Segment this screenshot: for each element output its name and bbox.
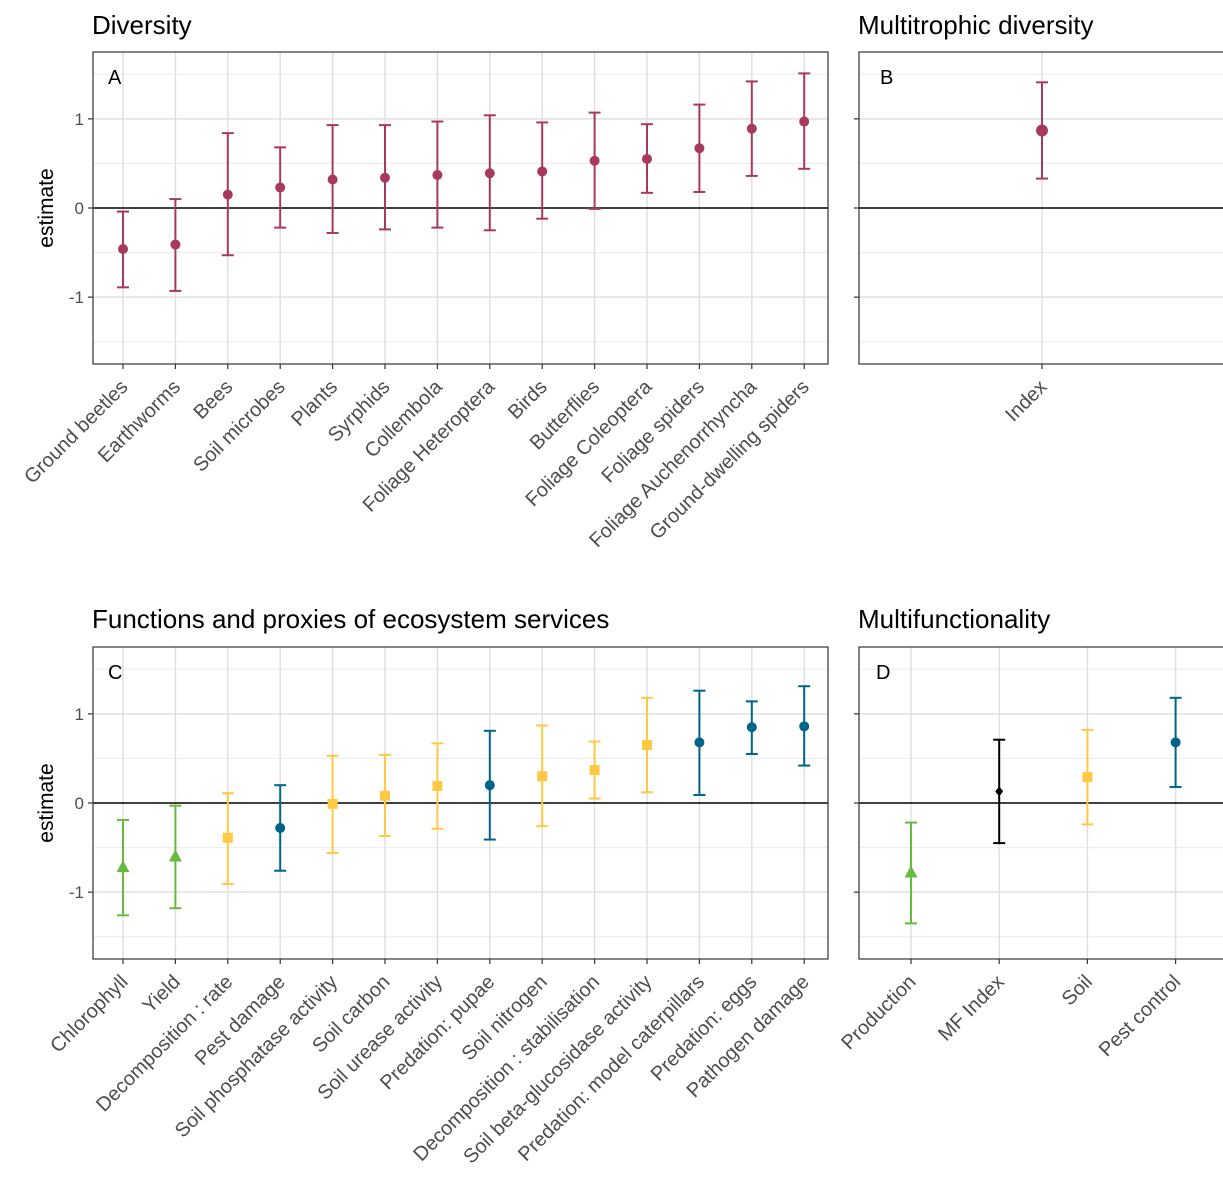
point-estimate xyxy=(380,172,390,183)
point-estimate xyxy=(1036,124,1048,137)
point-estimate xyxy=(116,860,130,873)
estimate-marker-2 xyxy=(169,198,182,292)
x-tick-label: Production xyxy=(837,971,920,1054)
point-estimate xyxy=(168,849,182,862)
point-estimate xyxy=(222,189,233,200)
panel-d-title: Multifunctionality xyxy=(858,604,1050,634)
panel-a-diversity: Diversity A -101 Ground beetlesEarthworm… xyxy=(20,10,829,552)
point-estimate xyxy=(484,780,495,791)
panel-c-tag: C xyxy=(108,662,122,684)
point-estimate xyxy=(222,832,233,843)
estimate-marker-13 xyxy=(745,80,758,177)
point-estimate xyxy=(995,786,1004,797)
estimate-marker-2 xyxy=(168,804,182,910)
point-estimate xyxy=(170,239,181,250)
point-estimate xyxy=(642,153,652,164)
point-estimate xyxy=(694,737,705,748)
y-tick-label: 0 xyxy=(75,199,84,218)
estimate-marker-6 xyxy=(379,124,391,231)
y-tick-label: -1 xyxy=(69,883,84,902)
panel-a-title: Diversity xyxy=(92,10,192,40)
estimate-marker-7 xyxy=(431,120,444,229)
point-estimate xyxy=(118,244,128,255)
panel-b-tag: B xyxy=(880,67,893,89)
estimate-marker-1 xyxy=(904,821,918,925)
estimate-marker-8 xyxy=(483,114,496,232)
estimate-marker-5 xyxy=(326,754,339,854)
estimate-marker-8 xyxy=(483,729,496,841)
x-tick-label: Pest control xyxy=(1095,971,1185,1061)
estimate-marker-2 xyxy=(993,738,1006,845)
point-estimate xyxy=(746,722,757,733)
estimate-marker-5 xyxy=(326,124,339,234)
estimate-marker-4 xyxy=(1169,696,1182,788)
estimate-marker-3 xyxy=(1081,728,1094,826)
estimate-marker-12 xyxy=(693,103,706,193)
estimate-marker-10 xyxy=(588,740,601,800)
point-estimate xyxy=(484,168,495,179)
point-estimate xyxy=(380,790,390,801)
estimate-marker-1 xyxy=(117,210,129,289)
point-estimate xyxy=(642,740,652,751)
estimate-marker-1 xyxy=(1036,81,1048,180)
estimate-marker-6 xyxy=(379,753,391,837)
estimate-marker-14 xyxy=(798,685,811,767)
estimate-marker-11 xyxy=(641,696,653,794)
point-estimate xyxy=(1082,772,1093,783)
point-estimate xyxy=(589,155,600,166)
point-estimate xyxy=(694,143,705,154)
point-estimate xyxy=(746,123,757,134)
estimate-marker-9 xyxy=(536,724,549,828)
estimate-marker-3 xyxy=(221,132,234,257)
estimate-marker-4 xyxy=(274,784,287,872)
estimate-marker-14 xyxy=(798,72,811,170)
x-tick-label: Birds xyxy=(504,376,552,424)
point-estimate xyxy=(537,771,548,782)
y-tick-label: 1 xyxy=(75,110,84,129)
panel-b-multitrophic-diversity: Multitrophic diversity B Index xyxy=(854,10,1223,426)
x-tick-label: Soil microbes xyxy=(189,376,289,476)
panel-d-tag: D xyxy=(876,662,890,684)
panel-b-title: Multitrophic diversity xyxy=(858,10,1094,40)
panel-c-functions: Functions and proxies of ecosystem servi… xyxy=(35,604,829,1168)
x-tick-label: Soil xyxy=(1058,971,1097,1010)
point-estimate xyxy=(1170,737,1181,748)
x-tick-label: MF Index xyxy=(934,971,1009,1046)
panel-c-y-axis-label: estimate xyxy=(35,763,58,842)
y-tick-label: -1 xyxy=(69,288,84,307)
estimate-marker-10 xyxy=(588,111,601,210)
x-tick-label: Chlorophyll xyxy=(46,971,132,1057)
y-tick-label: 0 xyxy=(75,794,84,813)
panel-d-multifunctionality: Multifunctionality D Production MF Index S… xyxy=(837,604,1223,1061)
panel-a-y-axis-label: estimate xyxy=(35,168,58,247)
point-estimate xyxy=(799,116,810,127)
estimate-marker-7 xyxy=(431,742,444,830)
point-estimate xyxy=(432,781,443,792)
point-estimate xyxy=(327,174,338,185)
point-estimate xyxy=(432,170,443,181)
point-estimate xyxy=(275,182,286,193)
panel-c-title: Functions and proxies of ecosystem servi… xyxy=(92,604,609,634)
x-tick-label: Index xyxy=(1001,376,1051,426)
point-estimate xyxy=(799,721,810,732)
estimate-marker-3 xyxy=(221,792,234,886)
point-estimate xyxy=(275,822,286,833)
panel-a-tag: A xyxy=(108,67,122,89)
point-estimate xyxy=(589,765,600,776)
estimate-marker-4 xyxy=(274,146,287,229)
y-tick-label: 1 xyxy=(75,705,84,724)
x-tick-label: Bees xyxy=(190,376,238,424)
point-estimate xyxy=(537,166,548,177)
estimate-marker-12 xyxy=(693,689,706,796)
point-estimate xyxy=(904,865,918,878)
estimate-marker-11 xyxy=(641,123,653,194)
estimate-marker-13 xyxy=(745,700,758,755)
estimate-marker-9 xyxy=(536,121,549,220)
estimate-marker-1 xyxy=(116,818,130,917)
point-estimate xyxy=(327,798,338,809)
x-tick-label: Yield xyxy=(138,971,184,1017)
